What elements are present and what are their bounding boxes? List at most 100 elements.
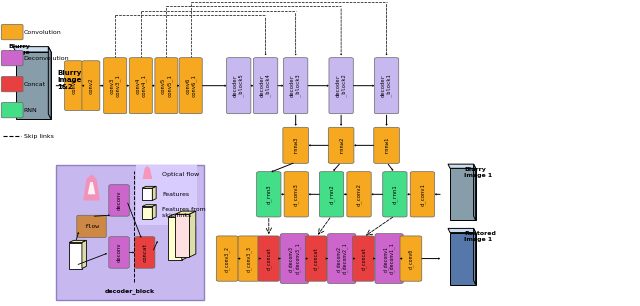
Polygon shape [474,164,476,220]
Text: Features: Features [162,192,189,197]
FancyBboxPatch shape [328,234,356,283]
FancyBboxPatch shape [1,103,23,118]
Text: decoder
_block5: decoder _block5 [233,74,244,97]
FancyBboxPatch shape [383,172,407,217]
Text: conv2: conv2 [88,77,93,94]
FancyBboxPatch shape [374,127,399,163]
FancyBboxPatch shape [238,236,260,281]
Text: d_concat: d_concat [361,247,366,270]
Polygon shape [168,214,188,217]
FancyBboxPatch shape [319,172,344,217]
Text: d_deconv2
d_deconv2_1: d_deconv2 d_deconv2_1 [336,243,348,274]
Text: d_deconv3
d_deconv3_1: d_deconv3 d_deconv3_1 [289,243,300,274]
FancyBboxPatch shape [82,61,100,111]
Text: Blurry
Image
1&2: Blurry Image 1&2 [58,69,82,90]
Text: d_rnn3: d_rnn3 [266,185,271,204]
Text: Blurry
Image 1: Blurry Image 1 [464,167,492,177]
FancyBboxPatch shape [1,24,23,40]
FancyBboxPatch shape [216,236,238,281]
Text: conv5
conv5_1: conv5 conv5_1 [161,74,172,97]
FancyBboxPatch shape [227,58,251,114]
FancyBboxPatch shape [109,185,129,216]
Polygon shape [16,52,51,119]
Text: rnnw3: rnnw3 [293,137,298,154]
Polygon shape [82,241,86,269]
Polygon shape [152,186,156,200]
Text: conv3
conv3_1: conv3 conv3_1 [109,74,121,97]
FancyBboxPatch shape [257,172,281,217]
Polygon shape [450,233,476,285]
Text: Convolution: Convolution [24,30,61,35]
FancyBboxPatch shape [347,172,371,217]
FancyBboxPatch shape [129,58,152,114]
FancyBboxPatch shape [258,236,280,281]
Text: Features from
skip links: Features from skip links [162,207,205,218]
Polygon shape [189,211,196,257]
Polygon shape [142,188,152,200]
FancyBboxPatch shape [305,236,327,281]
FancyBboxPatch shape [109,237,129,268]
Polygon shape [448,164,476,168]
Text: Skip links: Skip links [24,134,54,139]
Text: decoder_block: decoder_block [105,289,155,294]
FancyBboxPatch shape [179,58,202,114]
Text: decoder
_block4: decoder _block4 [260,74,271,97]
FancyBboxPatch shape [353,236,374,281]
FancyBboxPatch shape [65,61,83,111]
Text: rnnw2: rnnw2 [339,137,344,154]
Text: Concat: Concat [24,82,46,87]
FancyBboxPatch shape [56,165,204,300]
FancyBboxPatch shape [1,50,23,66]
Text: d_conv3: d_conv3 [294,183,299,206]
Text: d_concat: d_concat [266,247,271,270]
Text: Deconvolution: Deconvolution [24,56,69,61]
Text: d_conv2: d_conv2 [356,183,362,206]
Text: decoder
_block2: decoder _block2 [335,74,347,97]
FancyBboxPatch shape [329,58,353,114]
Text: Blurry
Image
1&2: Blurry Image 1&2 [8,44,30,61]
Polygon shape [450,168,476,220]
Text: conv6
conv6_1: conv6 conv6_1 [185,74,196,97]
Polygon shape [49,47,51,119]
Text: flow: flow [84,224,99,229]
Polygon shape [142,205,156,207]
Text: d_deconv1
d_deconv1_1: d_deconv1 d_deconv1_1 [383,243,395,274]
FancyBboxPatch shape [280,234,308,283]
Text: d_conv3_2: d_conv3_2 [225,246,230,271]
FancyBboxPatch shape [77,215,106,237]
Polygon shape [152,205,156,219]
FancyBboxPatch shape [104,58,127,114]
Text: decoder
_block1: decoder _block1 [381,74,392,97]
FancyBboxPatch shape [134,237,155,268]
FancyBboxPatch shape [284,58,308,114]
Text: d_conv3_3: d_conv3_3 [246,246,252,271]
FancyBboxPatch shape [400,236,422,281]
Text: decoder
_block3: decoder _block3 [290,74,301,97]
Polygon shape [142,186,156,188]
Text: d_conv0: d_conv0 [408,248,413,269]
Polygon shape [168,217,182,260]
Text: deconv: deconv [116,191,122,210]
Text: rnnw1: rnnw1 [384,137,389,154]
Text: d_rnn2: d_rnn2 [329,185,334,204]
FancyBboxPatch shape [284,172,308,217]
Polygon shape [69,242,82,269]
FancyBboxPatch shape [375,234,403,283]
Text: concat: concat [142,243,147,262]
Polygon shape [143,166,152,179]
Text: Restored
Image 1: Restored Image 1 [464,231,496,242]
FancyBboxPatch shape [410,172,435,217]
Polygon shape [142,207,152,219]
Text: d_rnn1: d_rnn1 [392,185,397,204]
Text: RNN: RNN [24,108,37,113]
Text: conv4
conv4_1: conv4 conv4_1 [135,74,147,97]
Text: d_conv1: d_conv1 [420,183,425,206]
Text: conv1: conv1 [71,77,76,94]
FancyBboxPatch shape [374,58,399,114]
FancyBboxPatch shape [283,127,308,163]
FancyBboxPatch shape [136,165,197,225]
Polygon shape [474,228,476,285]
FancyBboxPatch shape [1,76,23,92]
Polygon shape [182,214,188,260]
Polygon shape [69,241,86,242]
